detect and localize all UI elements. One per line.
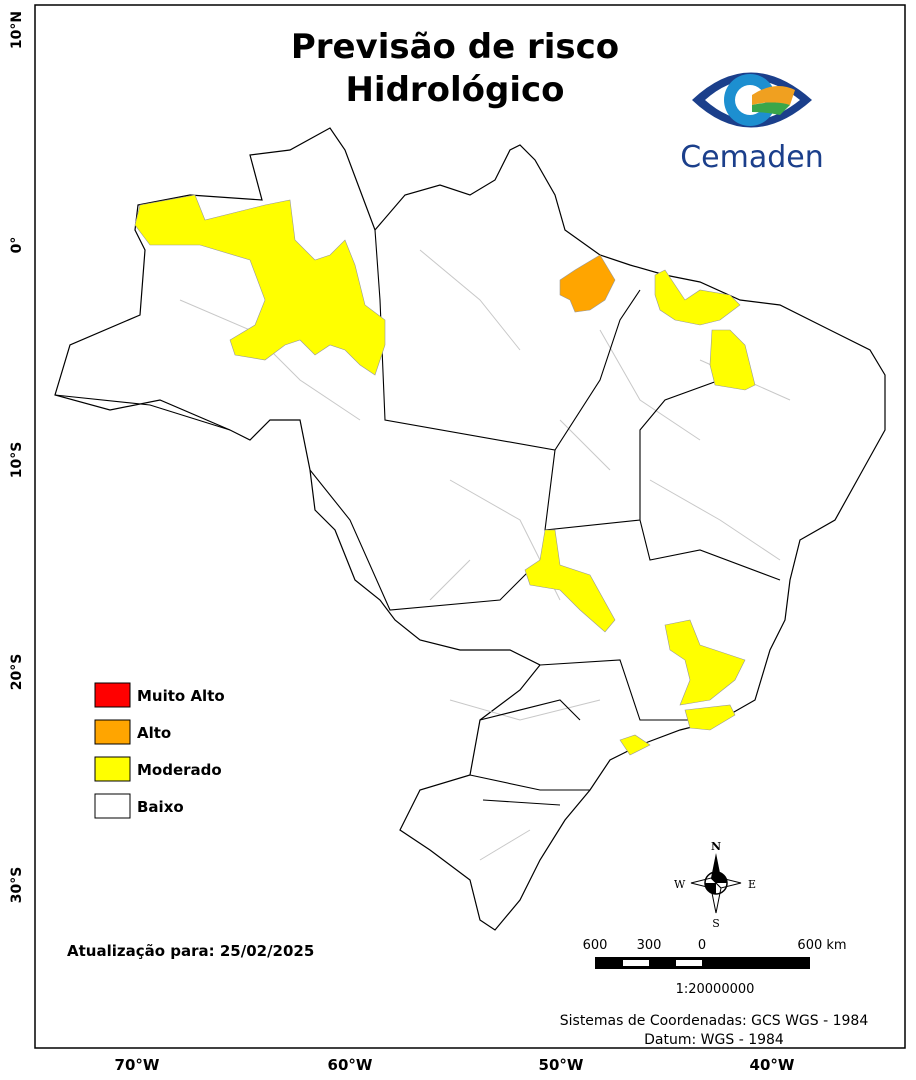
scale-label: 300 (637, 938, 662, 953)
logo: Cemaden (680, 72, 824, 175)
scale-label: 600 (583, 938, 608, 953)
longitude-label: 60°W (328, 1056, 373, 1074)
compass: N S E W (674, 840, 756, 930)
compass-n: N (711, 840, 721, 853)
region-moderate (664, 619, 746, 706)
compass-e: E (748, 878, 756, 891)
latitude-label: 0° (9, 237, 25, 254)
legend-swatch (94, 682, 131, 708)
legend-swatch (94, 756, 131, 782)
compass-w: W (674, 878, 686, 891)
latitude-labels: 10°N 0° 10°S 20°S 30°S (9, 11, 25, 903)
coordinate-system: Sistemas de Coordenadas: GCS WGS - 1984 (560, 1013, 869, 1029)
region-moderate (709, 329, 756, 391)
scale-label: 600 km (797, 938, 846, 953)
legend-swatch (94, 719, 131, 745)
title: Previsão de risco (291, 27, 619, 67)
scale-ratio: 1:20000000 (676, 982, 755, 997)
longitude-label: 40°W (750, 1056, 795, 1074)
update-date: Atualização para: 25/02/2025 (67, 942, 314, 960)
latitude-label: 10°N (9, 11, 25, 49)
scale-bar: 600 300 0 600 km 1:20000000 (583, 938, 847, 997)
title: Hidrológico (345, 70, 564, 110)
legend-label: Muito Alto (137, 687, 225, 705)
longitude-labels: 70°W 60°W 50°W 40°W (115, 1056, 795, 1074)
logo-text: Cemaden (680, 140, 824, 175)
datum: Datum: WGS - 1984 (644, 1032, 784, 1048)
region-moderate (684, 704, 736, 731)
scale-label: 0 (698, 938, 706, 953)
latitude-label: 10°S (9, 442, 25, 479)
region-moderate (134, 194, 386, 376)
legend-label: Moderado (137, 761, 222, 779)
longitude-label: 50°W (539, 1056, 584, 1074)
region-moderate (524, 529, 616, 633)
region-high (559, 254, 616, 313)
legend: Muito Alto Alto Moderado Baixo (94, 682, 225, 819)
legend-label: Baixo (137, 798, 184, 816)
legend-label: Alto (137, 724, 171, 742)
compass-s: S (712, 917, 720, 930)
state-borders (54, 229, 781, 806)
region-moderate (654, 269, 741, 326)
latitude-label: 30°S (9, 867, 25, 904)
legend-swatch (94, 793, 131, 819)
longitude-label: 70°W (115, 1056, 160, 1074)
latitude-label: 20°S (9, 654, 25, 691)
region-moderate (619, 734, 651, 756)
